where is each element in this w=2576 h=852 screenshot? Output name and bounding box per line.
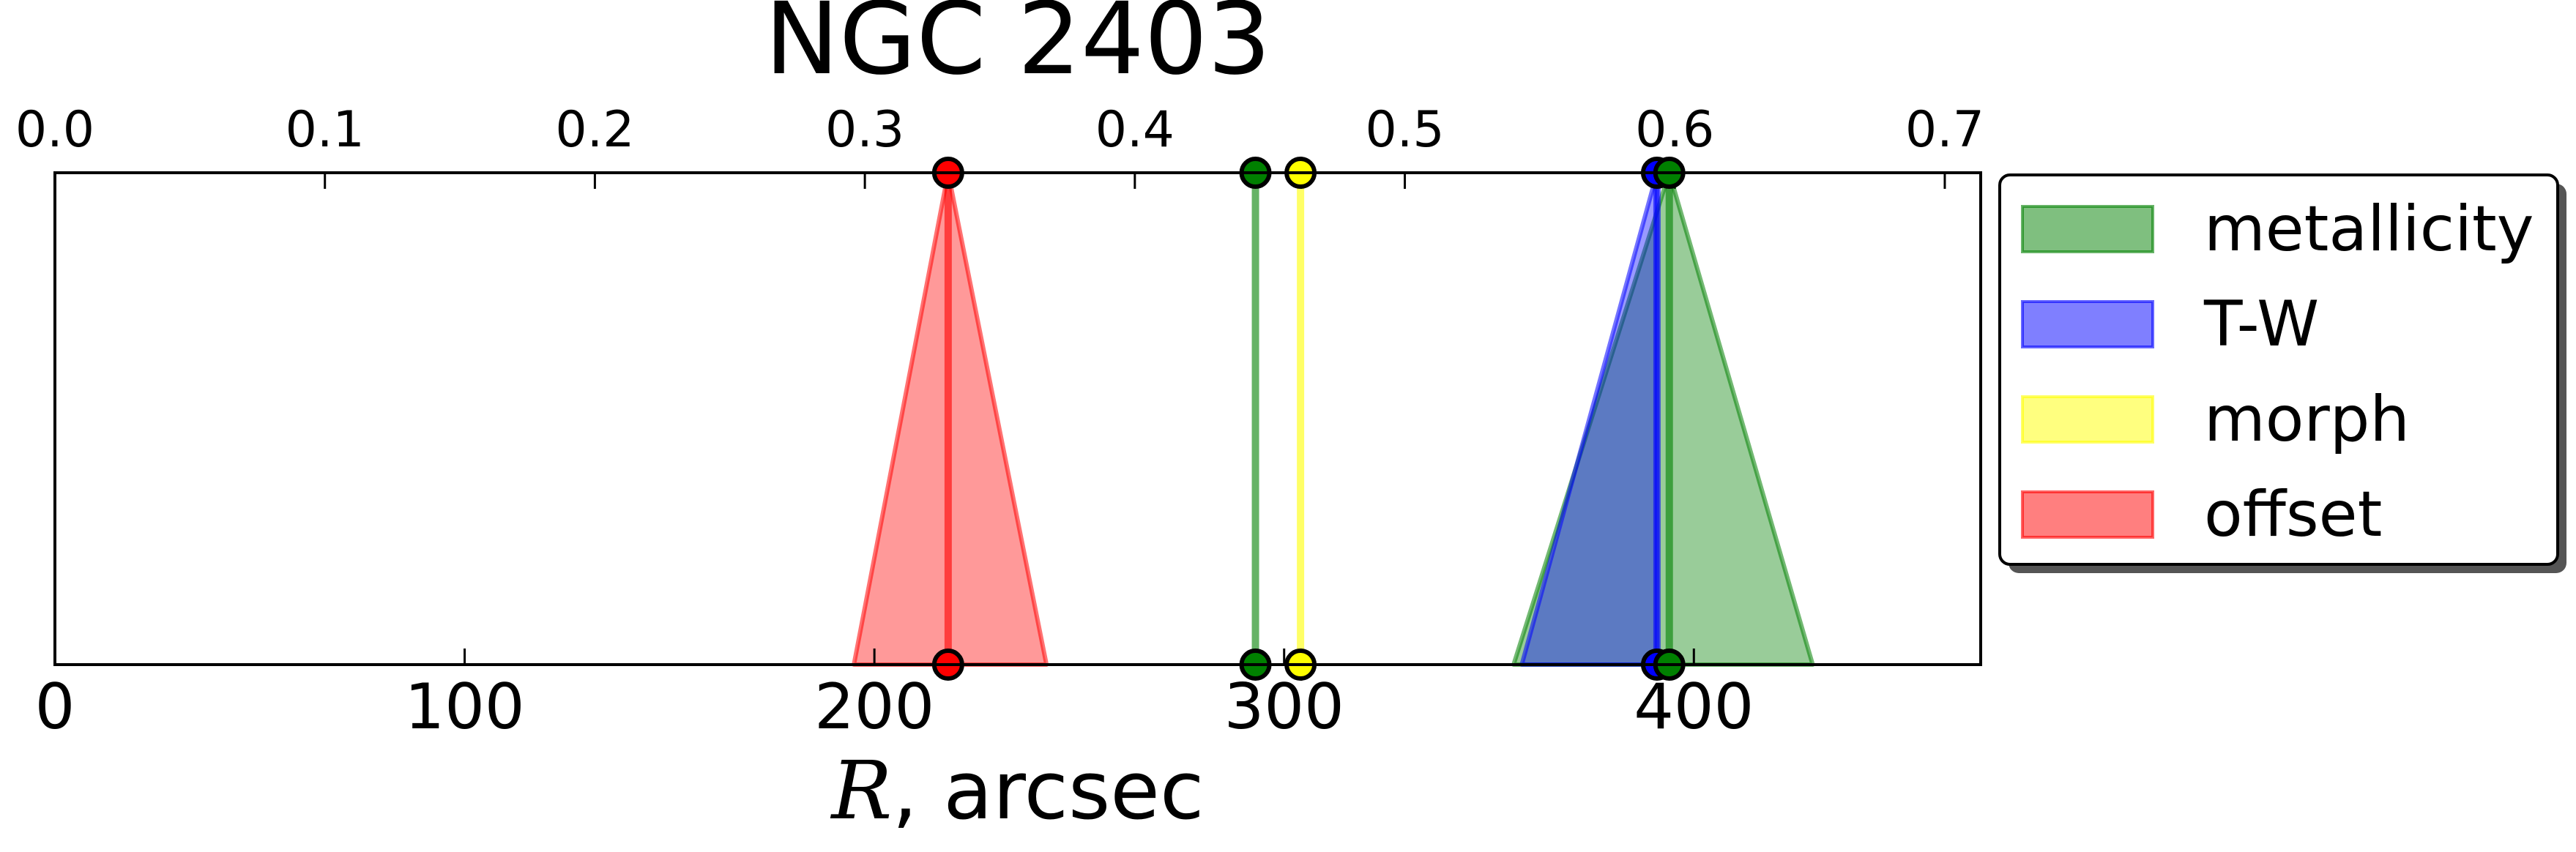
- top-tick-label: 0.5: [1365, 101, 1444, 159]
- legend-swatch-offset: [2021, 490, 2154, 539]
- top-tick-label: 0.6: [1635, 101, 1714, 159]
- legend-label-morph: morph: [2204, 383, 2410, 456]
- top-tick-label: 0.2: [555, 101, 634, 159]
- top-tick-label: 0.4: [1095, 101, 1175, 159]
- top-tick-label: 0.0: [15, 101, 94, 159]
- x-tick-label: 200: [814, 670, 934, 744]
- top-tick-label: 0.3: [825, 101, 904, 159]
- plot-area: [852, 157, 1815, 681]
- chart-title: NGC 2403: [764, 0, 1270, 97]
- bottom-axis: 0 100 200 300 400: [35, 649, 1754, 744]
- top-tick-label: 0.7: [1905, 101, 1984, 159]
- legend-swatch-t-w: [2021, 300, 2154, 348]
- plot-frame: [53, 171, 1982, 666]
- legend-label-metallicity: metallicity: [2204, 193, 2534, 266]
- legend-swatch-morph: [2021, 395, 2154, 444]
- x-tick-label: 100: [404, 670, 524, 744]
- wedge-t-w: [1519, 171, 1659, 667]
- top-axis: 0.0 0.1 0.2 0.3 0.4 0.5 0.6 0.7: [15, 101, 1984, 189]
- x-tick-label: 0: [35, 670, 75, 744]
- legend-swatch-metallicity: [2021, 205, 2154, 253]
- top-tick-label: 0.1: [286, 101, 365, 159]
- legend-label-offset: offset: [2204, 478, 2382, 551]
- x-tick-label: 300: [1224, 670, 1344, 744]
- x-axis-label-unit: , arcsec: [892, 744, 1204, 837]
- legend: metallicity T-W morph offset: [1998, 173, 2566, 573]
- x-axis-label-variable: R: [830, 744, 893, 837]
- x-tick-label: 400: [1634, 670, 1754, 744]
- x-axis-label: R, arcsec: [830, 744, 1205, 837]
- legend-box: [1998, 173, 2559, 566]
- legend-label-t-w: T-W: [2203, 288, 2319, 361]
